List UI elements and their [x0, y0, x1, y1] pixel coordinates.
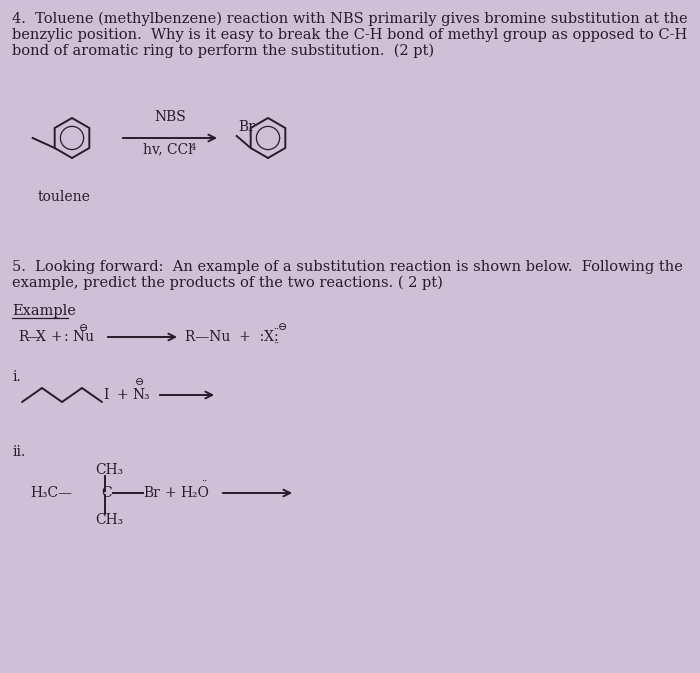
Text: example, predict the products of the two reactions. ( 2 pt): example, predict the products of the two… [12, 276, 443, 290]
Text: 4.  Toluene (methylbenzene) reaction with NBS primarily gives bromine substituti: 4. Toluene (methylbenzene) reaction with… [12, 12, 687, 26]
Text: H₃C—: H₃C— [30, 486, 72, 500]
Text: Example: Example [12, 304, 76, 318]
Text: NBS: NBS [154, 110, 186, 124]
Text: ··: ·· [201, 477, 207, 486]
Text: +: + [50, 330, 62, 344]
Text: R: R [18, 330, 29, 344]
Text: I: I [103, 388, 108, 402]
Text: benzylic position.  Why is it easy to break the C-H bond of methyl group as oppo: benzylic position. Why is it easy to bre… [12, 28, 687, 42]
Text: +: + [116, 388, 127, 402]
Text: bond of aromatic ring to perform the substitution.  (2 pt): bond of aromatic ring to perform the sub… [12, 44, 434, 59]
Text: i.: i. [12, 370, 21, 384]
Text: ii.: ii. [12, 445, 25, 459]
Text: CH₃: CH₃ [95, 463, 123, 477]
Text: ··: ·· [273, 325, 279, 334]
Text: H₂O: H₂O [180, 486, 209, 500]
Text: toulene: toulene [38, 190, 91, 204]
Text: 5.  Looking forward:  An example of a substitution reaction is shown below.  Fol: 5. Looking forward: An example of a subs… [12, 260, 683, 274]
Text: 4: 4 [190, 143, 196, 152]
Text: Br: Br [239, 120, 256, 134]
Text: CH₃: CH₃ [95, 513, 123, 527]
Text: ··: ·· [273, 339, 279, 348]
Text: hv, CCl: hv, CCl [143, 142, 193, 156]
Text: N₃: N₃ [132, 388, 150, 402]
Text: R—Nu  +  :X:: R—Nu + :X: [185, 330, 279, 344]
Text: : Nu: : Nu [64, 330, 94, 344]
Text: ⊖: ⊖ [135, 377, 144, 387]
Text: Br: Br [143, 486, 160, 500]
Text: ⊖: ⊖ [278, 322, 288, 332]
Text: X: X [36, 330, 46, 344]
Text: +: + [165, 486, 176, 500]
Text: C: C [101, 486, 111, 500]
Text: ⊖: ⊖ [79, 323, 88, 333]
Text: —: — [26, 330, 40, 344]
